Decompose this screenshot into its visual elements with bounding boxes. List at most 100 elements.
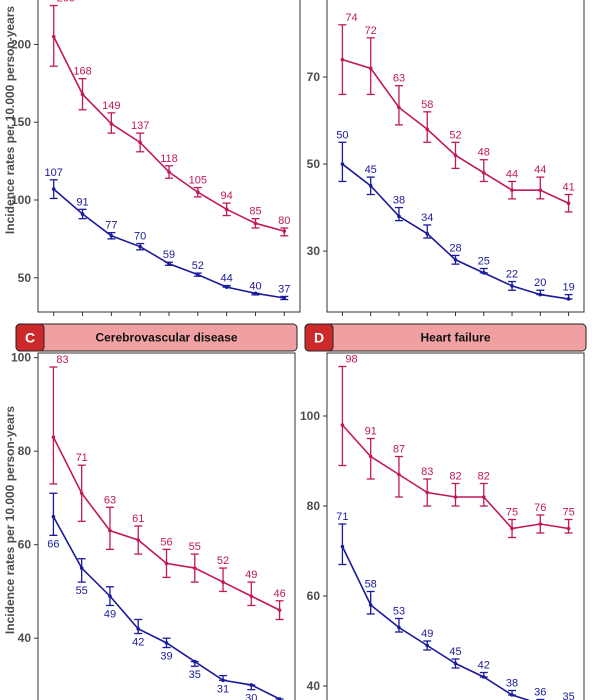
data-point	[538, 522, 543, 526]
data-point	[282, 296, 287, 300]
data-point	[80, 92, 85, 97]
panel-letter-badge	[15, 323, 45, 352]
y-tick-label: 40	[307, 679, 321, 693]
data-label: 77	[105, 220, 117, 232]
panel-title: Cerebrovascular disease	[95, 331, 237, 345]
y-axis-label-top: Incidence rates per 10.000 person-years	[3, 6, 17, 234]
data-point	[538, 188, 543, 192]
data-point	[192, 659, 197, 664]
y-tick-label: 80	[307, 499, 321, 513]
data-point	[510, 693, 514, 697]
data-label: 36	[534, 687, 546, 699]
data-label: 168	[73, 66, 91, 78]
data-label: 75	[506, 507, 518, 519]
data-label: 94	[221, 190, 233, 202]
y-tick-label: 100	[11, 193, 31, 207]
panel-letter: C	[25, 330, 35, 346]
data-point	[277, 697, 282, 700]
y-tick-label: 80	[18, 444, 32, 458]
data-point	[164, 561, 169, 566]
y-tick-label: 60	[307, 589, 321, 603]
y-tick-label: 40	[18, 631, 32, 645]
data-point	[224, 207, 229, 212]
data-point	[368, 66, 373, 71]
data-label: 55	[76, 585, 88, 597]
data-label: 37	[278, 283, 290, 295]
data-point	[425, 643, 430, 648]
data-point	[481, 170, 486, 175]
panel-letter-badge	[304, 323, 334, 352]
data-label: 63	[104, 494, 116, 506]
data-point	[340, 423, 345, 427]
y-tick-label: 200	[11, 37, 31, 51]
data-point	[108, 528, 112, 533]
data-label: 59	[163, 249, 175, 261]
data-label: 85	[249, 206, 261, 218]
data-label: 149	[102, 100, 120, 112]
data-point	[249, 594, 254, 598]
data-point	[481, 495, 486, 499]
data-point	[108, 594, 112, 598]
data-point	[566, 201, 571, 206]
y-tick-label: 70	[307, 70, 321, 84]
data-label: 91	[365, 426, 377, 438]
data-point	[566, 526, 571, 531]
data-label: 31	[217, 683, 229, 695]
data-point	[282, 229, 287, 233]
data-label: 35	[189, 669, 201, 681]
data-label: 72	[365, 25, 377, 37]
data-label: 63	[393, 73, 405, 85]
data-label: 50	[336, 129, 348, 141]
data-point	[221, 678, 225, 683]
data-point	[481, 271, 486, 275]
data-point	[510, 284, 514, 288]
panel-letter: D	[314, 330, 324, 346]
data-point	[138, 140, 142, 145]
data-point	[109, 121, 114, 126]
data-point	[79, 566, 84, 570]
data-point	[340, 57, 345, 62]
data-point	[224, 285, 229, 289]
data-point	[397, 625, 401, 630]
data-label: 75	[562, 507, 574, 519]
data-point	[51, 187, 56, 191]
data-label: 28	[449, 242, 461, 254]
data-label: 44	[221, 273, 233, 285]
data-label: 105	[189, 175, 207, 187]
data-point	[221, 580, 225, 584]
data-point	[253, 291, 258, 296]
data-label: 44	[534, 164, 546, 176]
data-point	[51, 435, 56, 439]
data-label: 52	[217, 555, 229, 567]
y-tick-label: 50	[307, 157, 321, 171]
data-label: 66	[47, 538, 59, 550]
data-point	[196, 190, 200, 195]
panel-frame	[326, 352, 585, 700]
data-label: 71	[76, 452, 88, 464]
data-point	[109, 233, 114, 238]
data-label: 34	[421, 212, 433, 224]
y-axis-label-bottom: Incidence rates per 10.000 person-years	[3, 406, 17, 634]
data-point	[136, 627, 141, 631]
data-point	[453, 153, 458, 158]
data-label: 42	[478, 660, 490, 672]
data-label: 39	[160, 651, 172, 663]
data-label: 52	[449, 129, 461, 141]
data-label: 19	[562, 282, 574, 294]
data-point	[453, 257, 458, 262]
y-tick-label: 50	[18, 271, 32, 285]
data-point	[136, 538, 141, 542]
data-point	[51, 514, 56, 519]
data-label: 38	[506, 678, 518, 690]
data-label: 22	[506, 269, 518, 281]
data-point	[79, 491, 84, 496]
series-line-blue	[341, 546, 531, 700]
data-label: 52	[192, 260, 204, 272]
data-label: 38	[393, 195, 405, 207]
data-point	[368, 184, 373, 188]
data-point	[164, 641, 169, 645]
data-point	[397, 472, 401, 477]
data-label: 49	[104, 608, 116, 620]
data-point	[167, 170, 171, 174]
data-point	[80, 212, 85, 216]
